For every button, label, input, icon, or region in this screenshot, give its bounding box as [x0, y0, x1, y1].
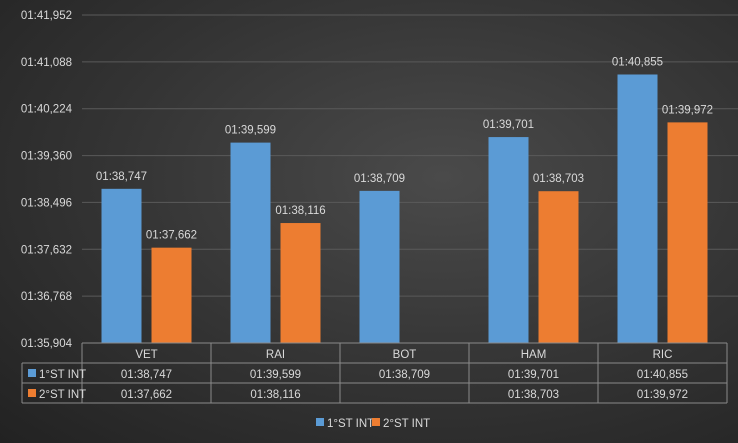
data-label: 01:38,703	[533, 173, 584, 185]
bar-stint1	[230, 142, 271, 343]
category-label: RIC	[653, 349, 673, 361]
table-series-label: 2°ST INT	[39, 389, 86, 401]
data-label: 01:38,709	[354, 173, 405, 185]
table-cell: 01:38,116	[250, 389, 300, 401]
y-tick-label: 01:40,224	[21, 104, 73, 116]
category-label: BOT	[393, 349, 417, 361]
bar-stint2	[538, 191, 579, 343]
y-tick-label: 01:41,088	[21, 57, 72, 69]
legend-swatch-icon	[372, 418, 380, 426]
y-tick-label: 01:41,952	[21, 10, 72, 22]
table-series-label: 1°ST INT	[39, 369, 86, 381]
table-cell: 01:38,709	[379, 369, 430, 381]
bar-stint2	[280, 223, 321, 343]
category-label: VET	[135, 349, 157, 361]
data-label: 01:38,116	[275, 205, 325, 217]
bar-stint2	[667, 122, 708, 343]
y-tick-label: 01:36,768	[21, 291, 72, 303]
table-cell: 01:39,599	[250, 369, 301, 381]
legend-label: 1°ST INT	[327, 418, 374, 430]
data-label: 01:37,662	[146, 230, 197, 242]
y-tick-label: 01:35,904	[21, 338, 73, 350]
data-label: 01:40,855	[612, 56, 663, 68]
bar-stint1	[101, 188, 142, 343]
table-cell: 01:38,703	[508, 389, 559, 401]
y-tick-label: 01:37,632	[21, 244, 72, 256]
category-label: HAM	[521, 349, 547, 361]
y-tick-label: 01:39,360	[21, 151, 72, 163]
bar-stint2	[151, 247, 192, 343]
bar-stint1	[359, 190, 400, 343]
table-cell: 01:37,662	[121, 389, 172, 401]
legend-key-icon	[28, 389, 36, 397]
legend-key-icon	[28, 369, 36, 377]
table-cell: 01:39,972	[637, 389, 688, 401]
legend-swatch-icon	[316, 418, 324, 426]
table-cell: 01:39,701	[508, 369, 559, 381]
category-label: RAI	[266, 349, 285, 361]
legend-label: 2°ST INT	[383, 418, 430, 430]
bar-stint1	[617, 74, 658, 344]
table-cell: 01:40,855	[637, 369, 688, 381]
data-label: 01:39,599	[225, 125, 276, 137]
bar-stint1	[488, 137, 529, 343]
data-label: 01:39,972	[662, 104, 713, 116]
table-cell: 01:38,747	[121, 369, 172, 381]
y-tick-label: 01:38,496	[21, 197, 72, 209]
data-label: 01:38,747	[96, 171, 147, 183]
data-label: 01:39,701	[483, 119, 534, 131]
